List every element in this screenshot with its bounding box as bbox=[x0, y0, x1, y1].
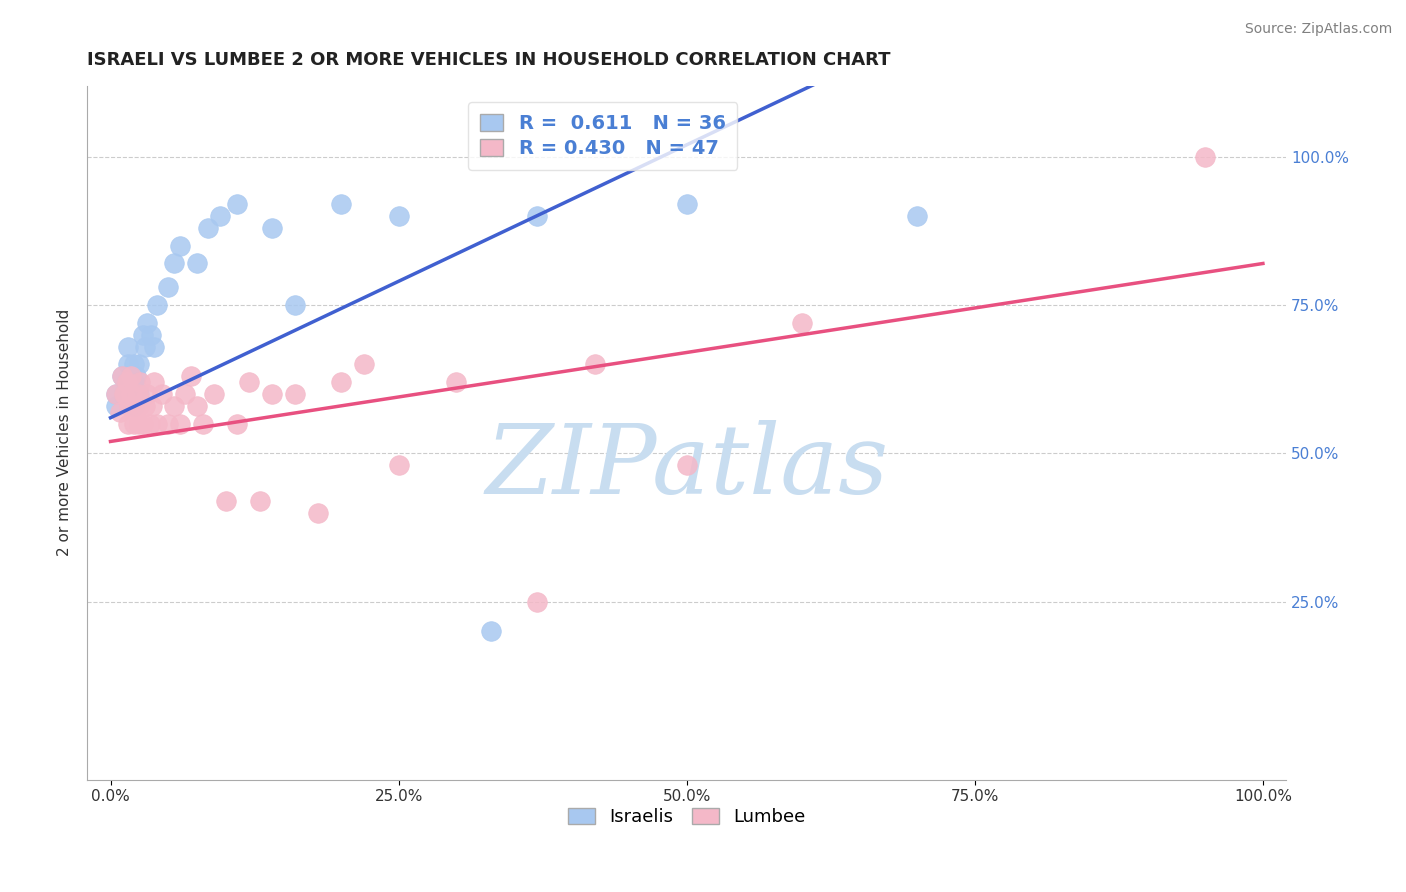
Text: ISRAELI VS LUMBEE 2 OR MORE VEHICLES IN HOUSEHOLD CORRELATION CHART: ISRAELI VS LUMBEE 2 OR MORE VEHICLES IN … bbox=[87, 51, 891, 69]
Point bbox=[330, 375, 353, 389]
Point bbox=[675, 197, 697, 211]
Point bbox=[132, 327, 155, 342]
Point bbox=[145, 417, 167, 431]
Point bbox=[790, 316, 813, 330]
Point bbox=[238, 375, 260, 389]
Point bbox=[157, 417, 180, 431]
Point bbox=[125, 399, 148, 413]
Point bbox=[260, 220, 283, 235]
Point bbox=[583, 357, 606, 371]
Point bbox=[444, 375, 467, 389]
Point bbox=[249, 493, 271, 508]
Point bbox=[169, 417, 191, 431]
Point bbox=[157, 280, 180, 294]
Point bbox=[128, 399, 150, 413]
Point bbox=[139, 327, 162, 342]
Point bbox=[226, 197, 249, 211]
Point bbox=[169, 238, 191, 252]
Point bbox=[675, 458, 697, 473]
Point bbox=[125, 369, 148, 384]
Point bbox=[307, 506, 329, 520]
Point bbox=[128, 387, 150, 401]
Point bbox=[353, 357, 375, 371]
Y-axis label: 2 or more Vehicles in Household: 2 or more Vehicles in Household bbox=[58, 309, 72, 557]
Point bbox=[117, 375, 139, 389]
Point bbox=[122, 399, 145, 413]
Point bbox=[1194, 150, 1216, 164]
Point bbox=[145, 298, 167, 312]
Text: ZIPatlas: ZIPatlas bbox=[485, 420, 889, 515]
Point bbox=[105, 399, 128, 413]
Point bbox=[163, 256, 186, 270]
Point bbox=[208, 209, 231, 223]
Point bbox=[284, 298, 307, 312]
Point bbox=[260, 387, 283, 401]
Point bbox=[136, 387, 159, 401]
Point bbox=[141, 399, 163, 413]
Point bbox=[134, 339, 156, 353]
Point bbox=[105, 387, 128, 401]
Point bbox=[479, 624, 502, 639]
Point bbox=[330, 197, 353, 211]
Point bbox=[191, 417, 214, 431]
Point bbox=[117, 357, 139, 371]
Point bbox=[112, 387, 135, 401]
Point bbox=[118, 399, 141, 413]
Point bbox=[143, 339, 166, 353]
Point bbox=[388, 458, 411, 473]
Point bbox=[226, 417, 249, 431]
Point bbox=[115, 375, 138, 389]
Point bbox=[197, 220, 219, 235]
Point bbox=[202, 387, 225, 401]
Point bbox=[128, 357, 150, 371]
Point bbox=[108, 405, 131, 419]
Point bbox=[117, 339, 139, 353]
Point bbox=[180, 369, 202, 384]
Point bbox=[138, 417, 160, 431]
Point bbox=[105, 387, 128, 401]
Point bbox=[136, 316, 159, 330]
Point bbox=[122, 375, 145, 389]
Point bbox=[120, 369, 142, 384]
Point bbox=[215, 493, 238, 508]
Point bbox=[150, 387, 173, 401]
Point bbox=[132, 417, 155, 431]
Point bbox=[129, 375, 152, 389]
Point bbox=[111, 369, 134, 384]
Text: Source: ZipAtlas.com: Source: ZipAtlas.com bbox=[1244, 22, 1392, 37]
Point bbox=[905, 209, 928, 223]
Point bbox=[128, 417, 150, 431]
Point bbox=[120, 387, 142, 401]
Point bbox=[127, 387, 149, 401]
Point bbox=[174, 387, 197, 401]
Legend: Israelis, Lumbee: Israelis, Lumbee bbox=[561, 800, 813, 833]
Point bbox=[112, 387, 135, 401]
Point bbox=[125, 387, 148, 401]
Point bbox=[120, 387, 142, 401]
Point bbox=[122, 417, 145, 431]
Point bbox=[186, 399, 208, 413]
Point bbox=[526, 209, 548, 223]
Point bbox=[134, 399, 156, 413]
Point bbox=[163, 399, 186, 413]
Point bbox=[388, 209, 411, 223]
Point bbox=[284, 387, 307, 401]
Point bbox=[186, 256, 208, 270]
Point bbox=[117, 417, 139, 431]
Point bbox=[526, 594, 548, 608]
Point bbox=[143, 375, 166, 389]
Point bbox=[122, 357, 145, 371]
Point bbox=[111, 369, 134, 384]
